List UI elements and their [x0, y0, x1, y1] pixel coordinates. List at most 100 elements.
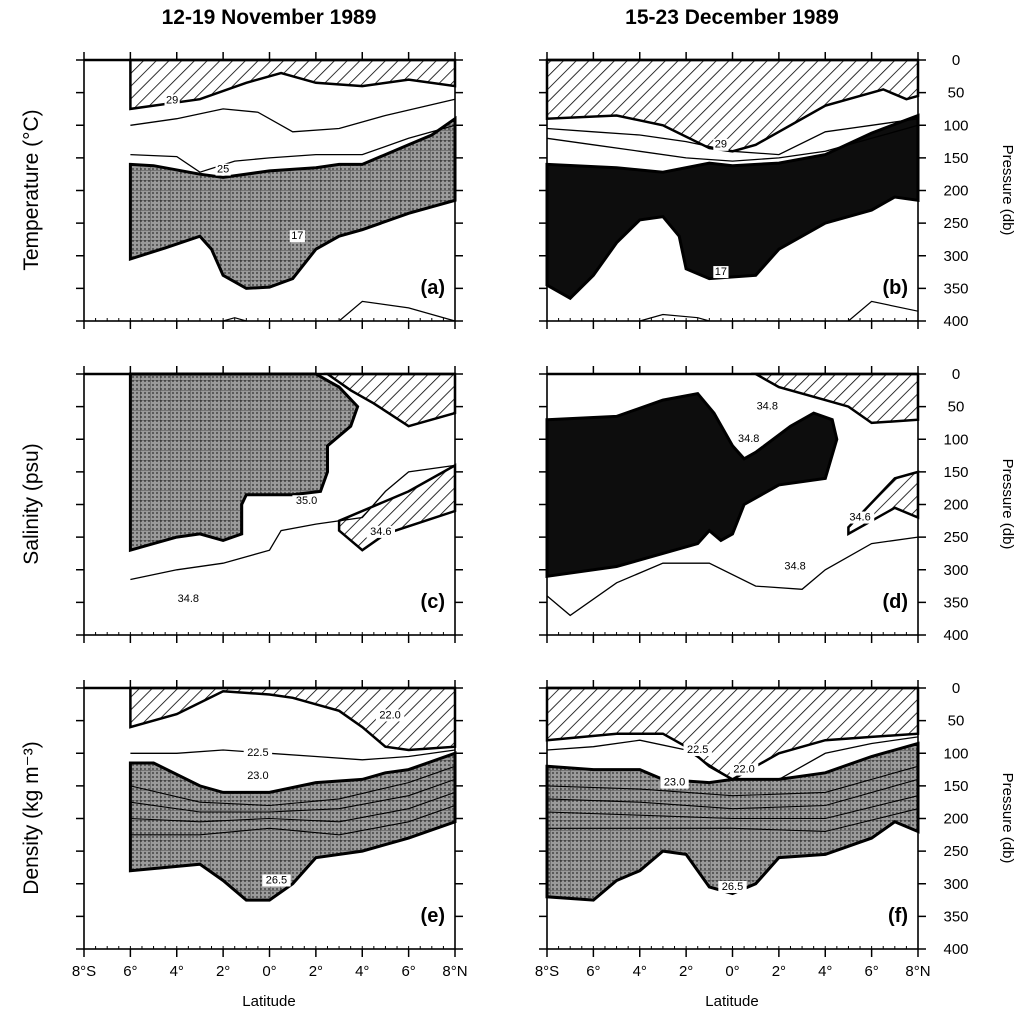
panel-a-boundary-lower [130, 124, 456, 173]
panel-c-contour-label-0: 35.0 [296, 495, 317, 507]
row-label-density: Density (kg m⁻³) [20, 741, 43, 894]
column-title-left: 12-19 November 1989 [162, 6, 377, 29]
panel-b-contour-label-bg-0 [713, 138, 729, 151]
panel-f-contour-label-bg-0 [683, 743, 712, 756]
panel-d-contour-label-2: 34.6 [849, 511, 870, 523]
panel-b-deep-contour-0 [639, 313, 710, 322]
panel-f-x-tick-label: 6° [586, 963, 600, 980]
panel-e-x-tick-label: 4° [355, 963, 369, 980]
panel-f-y-tick-label: 100 [943, 745, 968, 762]
panel-d-y-tick-label: 50 [948, 399, 965, 416]
panel-b-y-tick-label: 200 [943, 183, 968, 200]
panel-d-y-tick-label: 250 [943, 529, 968, 546]
panel-e-label: (e) [421, 905, 445, 927]
panel-f-y-tick-label: 300 [943, 876, 968, 893]
panel-d-contour-label-1: 34.8 [738, 433, 759, 445]
panel-e-x-tick-label: 2° [309, 963, 323, 980]
panel-f-x-tick-label: 8°N [905, 963, 930, 980]
panel-f-x-tick-label: 4° [633, 963, 647, 980]
panel-a-boundary-upper [130, 98, 456, 133]
panel-d-contour-label-bg-0 [753, 400, 782, 413]
panel-e-contour-label-1: 22.5 [247, 747, 268, 759]
row-label-temperature: Temperature (°C) [20, 109, 43, 270]
panel-c-shaded-grid [130, 374, 358, 551]
panel-a-deep-contour-0 [222, 317, 247, 322]
panel-e-x-tick-label: 0° [262, 963, 276, 980]
panel-b-y-tick-label: 300 [943, 248, 968, 265]
panel-b-y-tick-label: 100 [943, 117, 968, 134]
panel-a-deep-contour-1 [338, 300, 456, 322]
panel-f-x-tick-label: 6° [864, 963, 878, 980]
panel-b-y-tick-label: 350 [943, 280, 968, 297]
panel-f-label: (f) [888, 905, 908, 927]
row-label-salinity: Salinity (psu) [20, 443, 43, 564]
panel-e-contour-label-bg-1 [243, 747, 273, 760]
panel-f-contour-label-1: 22.0 [733, 763, 754, 775]
panel-f-contour-label-bg-2 [660, 776, 689, 789]
panel-d-shaded-region [545, 391, 839, 579]
panel-e-contour-label-bg-0 [375, 709, 405, 722]
panel-d-y-tick-label: 350 [943, 594, 968, 611]
panel-f-y-tick-label: 250 [943, 843, 968, 860]
panel-f-isopycnal-2 [546, 795, 919, 820]
panel-d-y-tick-label: 150 [943, 464, 968, 481]
panel-d-label: (d) [882, 591, 908, 613]
panel-b-shaded-region [545, 113, 920, 301]
panel-b-label: (b) [882, 277, 908, 299]
panel-b-y-tick-label: 150 [943, 150, 968, 167]
panel-e-x-tick-label: 6° [123, 963, 137, 980]
panel-f-contour-label-bg-3 [718, 881, 747, 894]
panel-a-contour-label-bg-0 [164, 94, 180, 107]
panel-d-y-tick-label: 100 [943, 431, 968, 448]
panel-b-boundary-lower [546, 124, 919, 162]
panel-e-x-tick-label: 8°N [442, 963, 467, 980]
panel-e-x-tick-label: 2° [216, 963, 230, 980]
panel-d-y-tick-label: 0 [952, 366, 960, 383]
x-axis-label-right: Latitude [705, 993, 758, 1010]
panel-e-contour-label-2: 23.0 [247, 770, 268, 782]
panel-a-contour-label-0: 29 [166, 94, 178, 106]
panel-d-y-tick-label: 200 [943, 497, 968, 514]
panel-b-deep-contour-1 [848, 300, 919, 322]
panel-f-contour-22-5 [546, 736, 919, 781]
panel-d: 34.8 34.8 34.6 34.8 0 50 100 150 200 250 300 350 400… [539, 366, 969, 644]
panel-c: 35.0 34.6 34.8 (c) [76, 366, 463, 643]
pressure-axis-label-2: Pressure (db) [999, 459, 1016, 550]
panel-e-contour-label-bg-2 [243, 770, 273, 783]
panel-e-shaded-grid [130, 753, 455, 901]
panel-f-x-tick-label: 4° [818, 963, 832, 980]
panel-f-isopycnal-0 [546, 765, 919, 797]
panel-e-x-tick-label: 8°S [72, 963, 96, 980]
panel-d-contour-label-bg-2 [845, 511, 875, 524]
panel-d-y-tick-label: 400 [943, 627, 968, 644]
panel-b-y-tick-label: 50 [948, 85, 965, 102]
panel-b-y-tick-label: 400 [943, 313, 968, 330]
panel-f: 22.5 22.0 23.0 26.5 0 50 100 150 200 250 300 350 400… [535, 680, 969, 980]
panel-c-contour-34-8 [130, 464, 456, 581]
panel-a-contour-label-1: 25 [217, 164, 229, 176]
panel-b-hatched-region [545, 58, 920, 153]
panel-e-isopycnal-1 [130, 778, 456, 813]
x-axis-label-left: Latitude [242, 993, 295, 1010]
panel-f-shaded-grid [547, 743, 918, 901]
panel-e-contour-22-5 [130, 749, 456, 761]
panel-e-contour-label-bg-3 [262, 874, 291, 887]
pressure-axis-label-1: Pressure (db) [999, 145, 1016, 236]
panel-f-y-tick-label: 0 [952, 680, 960, 697]
panel-c-contour-label-bg-1 [366, 525, 395, 538]
panel-d-contour-label-3: 34.8 [784, 560, 805, 572]
panel-e-x-tick-label: 6° [401, 963, 415, 980]
panel-d-contour-label-bg-1 [734, 433, 763, 446]
panel-f-contour-label-2: 23.0 [664, 777, 685, 789]
panel-f-y-tick-label: 400 [943, 941, 968, 958]
panel-c-contour-label-1: 34.6 [370, 526, 391, 538]
panel-a-label: (a) [421, 277, 445, 299]
panel-c-contour-label-2: 34.8 [178, 593, 199, 605]
panel-e-isopycnal-3 [130, 804, 456, 836]
panel-e-x-tick-label: 4° [170, 963, 184, 980]
panel-b-contour-label-0: 29 [715, 139, 727, 151]
panel-d-contour-label-bg-3 [780, 560, 810, 573]
panel-a-contour-label-bg-1 [215, 163, 231, 176]
panel-a: 29 25 17 (a) [76, 52, 463, 329]
panel-f-contour-label-0: 22.5 [687, 744, 708, 756]
